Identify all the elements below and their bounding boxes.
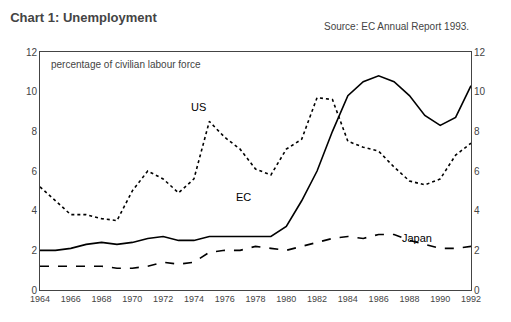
svg-text:1984: 1984 — [338, 294, 358, 304]
svg-text:1966: 1966 — [61, 294, 81, 304]
svg-text:1988: 1988 — [399, 294, 419, 304]
svg-text:0: 0 — [31, 285, 37, 296]
svg-text:1986: 1986 — [369, 294, 389, 304]
svg-text:percentage of civilian labour: percentage of civilian labour force — [51, 59, 201, 70]
svg-text:Chart 1: Unemployment: Chart 1: Unemployment — [10, 10, 157, 25]
svg-text:Source: EC Annual Report 1993.: Source: EC Annual Report 1993. — [324, 21, 469, 32]
svg-text:10: 10 — [26, 86, 38, 97]
svg-text:1968: 1968 — [92, 294, 112, 304]
svg-text:0: 0 — [474, 285, 480, 296]
svg-text:1990: 1990 — [430, 294, 450, 304]
svg-text:1974: 1974 — [184, 294, 204, 304]
svg-text:2: 2 — [474, 245, 480, 256]
svg-text:1976: 1976 — [215, 294, 235, 304]
svg-text:12: 12 — [26, 47, 38, 58]
svg-text:8: 8 — [31, 126, 37, 137]
svg-text:1978: 1978 — [245, 294, 265, 304]
svg-text:1970: 1970 — [122, 294, 142, 304]
svg-text:2: 2 — [31, 245, 37, 256]
svg-text:12: 12 — [474, 47, 486, 58]
svg-text:8: 8 — [474, 126, 480, 137]
svg-text:EC: EC — [236, 191, 251, 203]
svg-text:1982: 1982 — [307, 294, 327, 304]
svg-text:US: US — [191, 101, 206, 113]
svg-text:4: 4 — [31, 205, 37, 216]
svg-text:1992: 1992 — [461, 294, 481, 304]
svg-text:1964: 1964 — [30, 294, 50, 304]
svg-text:Japan: Japan — [402, 232, 432, 244]
svg-text:6: 6 — [31, 166, 37, 177]
svg-text:4: 4 — [474, 205, 480, 216]
svg-text:1980: 1980 — [276, 294, 296, 304]
svg-text:10: 10 — [474, 86, 486, 97]
svg-text:6: 6 — [474, 166, 480, 177]
svg-text:1972: 1972 — [153, 294, 173, 304]
